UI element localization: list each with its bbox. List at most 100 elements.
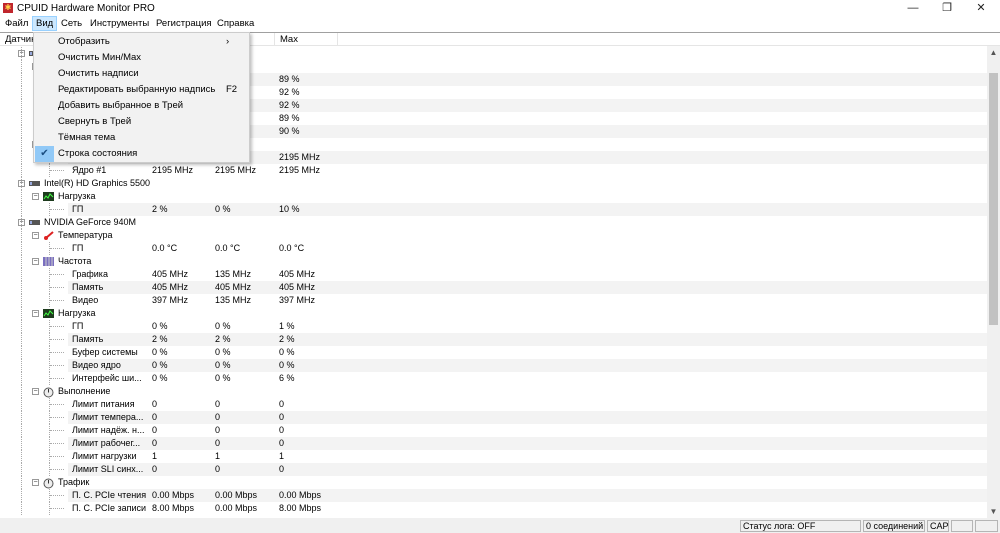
sensor-max: 0 <box>279 438 285 448</box>
sensor-row[interactable]: Лимит SLI синх... 0 0 0 <box>0 463 987 476</box>
tree-line <box>21 307 22 320</box>
sensor-max: 0.0 °C <box>279 243 305 253</box>
view-menu-item[interactable]: Редактировать выбранную надпись F2 <box>34 82 249 98</box>
tree-line <box>21 372 22 385</box>
collapse-icon[interactable]: − <box>32 310 39 317</box>
sensor-max: 0 % <box>279 360 295 370</box>
group-row[interactable]: − Нагрузка <box>0 190 987 203</box>
tree-line <box>49 320 50 333</box>
group-row[interactable]: − Температура <box>0 229 987 242</box>
collapse-icon[interactable]: − <box>32 258 39 265</box>
sensor-row[interactable]: Память 405 MHz 405 MHz 405 MHz <box>0 281 987 294</box>
tree-line <box>49 346 50 359</box>
sensor-label: Лимит надёж. н... <box>72 425 145 435</box>
sensor-row[interactable]: Лимит питания 0 0 0 <box>0 398 987 411</box>
view-menu-item[interactable]: Свернуть в Трей <box>34 114 249 130</box>
menu-item-shortcut: F2 <box>226 84 238 95</box>
sensor-row[interactable]: Лимит нагрузки 1 1 1 <box>0 450 987 463</box>
group-row[interactable]: − Выполнение <box>0 385 987 398</box>
menu-help[interactable]: Справка <box>217 18 255 29</box>
sensor-value: 0 % <box>152 347 168 357</box>
scrollbar-thumb[interactable] <box>989 73 998 325</box>
view-menu-item[interactable]: Очистить Мин/Max <box>34 50 249 66</box>
restore-button[interactable]: ❐ <box>942 2 952 14</box>
sensor-row[interactable]: Видео 397 MHz 135 MHz 397 MHz <box>0 294 987 307</box>
tree-line <box>50 443 64 444</box>
tree-line <box>49 398 50 411</box>
menu-item-shortcut: › <box>226 36 230 47</box>
sensor-row[interactable]: ГП 0.0 °C 0.0 °C 0.0 °C <box>0 242 987 255</box>
tree-line <box>50 417 64 418</box>
sensor-row[interactable]: Графика 405 MHz 135 MHz 405 MHz <box>0 268 987 281</box>
tree-line <box>21 424 22 437</box>
collapse-icon[interactable]: − <box>32 479 39 486</box>
load-icon <box>43 309 54 318</box>
sensor-row[interactable]: ГП 0 % 0 % 1 % <box>0 320 987 333</box>
sensor-min: 0 <box>215 412 221 422</box>
scroll-up-icon[interactable]: ▲ <box>989 48 998 57</box>
tree-line <box>21 463 22 476</box>
tree-line <box>21 242 22 255</box>
menu-view[interactable]: Вид <box>32 16 58 31</box>
sensor-min: 0.00 Mbps <box>215 503 258 513</box>
tree-line <box>21 138 22 151</box>
sensor-max: 0.00 Mbps <box>279 490 322 500</box>
column-min[interactable] <box>211 33 275 46</box>
sensor-value: 1 <box>152 451 158 461</box>
collapse-icon[interactable]: − <box>32 193 39 200</box>
sensor-row[interactable]: Интерфейс ши... 0 % 0 % 6 % <box>0 372 987 385</box>
group-row[interactable]: − Нагрузка <box>0 307 987 320</box>
sensor-min: 0.0 °C <box>215 243 241 253</box>
log-status: Статус лога: OFF <box>740 520 861 532</box>
row-shade <box>68 151 987 164</box>
sensor-max: 89 % <box>279 113 300 123</box>
tree-line <box>50 430 64 431</box>
chip-icon <box>29 179 40 188</box>
view-menu-item[interactable]: ✔ Строка состояния <box>34 146 249 162</box>
sensor-label: ГП <box>72 243 84 253</box>
menu-registration[interactable]: Регистрация <box>156 18 212 29</box>
view-menu-item[interactable]: Тёмная тема <box>34 130 249 146</box>
sensor-value: 0 <box>152 464 158 474</box>
menu-network[interactable]: Сеть <box>61 18 83 29</box>
sensor-row[interactable]: ГП 2 % 0 % 10 % <box>0 203 987 216</box>
sensor-row[interactable]: П. С. PCIe чтения 0.00 Mbps 0.00 Mbps 0.00 … <box>0 489 987 502</box>
close-button[interactable]: ✕ <box>976 2 986 14</box>
view-menu-item[interactable]: Отобразить › <box>34 34 249 50</box>
sensor-row[interactable]: П. С. PCIe записи 8.00 Mbps 0.00 Mbps 8.00 … <box>0 502 987 515</box>
sensor-row[interactable]: Лимит рабочег... 0 0 0 <box>0 437 987 450</box>
sensor-max: 2 % <box>279 334 295 344</box>
sensor-row[interactable]: Буфер системы 0 % 0 % 0 % <box>0 346 987 359</box>
group-row[interactable]: − Трафик <box>0 476 987 489</box>
group-row[interactable]: − Частота <box>0 255 987 268</box>
menu-tools[interactable]: Инструменты <box>90 18 150 29</box>
device-row[interactable]: − NVIDIA GeForce 940M <box>0 216 987 229</box>
tree-line <box>21 359 22 372</box>
collapse-icon[interactable]: − <box>32 232 39 239</box>
sensor-label: NVIDIA GeForce 940M <box>44 217 137 227</box>
column-max[interactable]: Max <box>275 33 338 46</box>
view-menu-item[interactable]: Очистить надписи <box>34 66 249 82</box>
sensor-value: 405 MHz <box>152 282 189 292</box>
sensor-row[interactable]: Лимит надёж. н... 0 0 0 <box>0 424 987 437</box>
sensor-label: Ядро #1 <box>72 165 107 175</box>
vertical-scrollbar[interactable]: ▲ ▼ <box>987 46 1000 518</box>
sensor-row[interactable]: Ядро #1 2195 MHz 2195 MHz 2195 MHz <box>0 164 987 177</box>
title-bar: ✱ CPUID Hardware Monitor PRO — ❐ ✕ <box>0 0 1000 17</box>
minimize-button[interactable]: — <box>907 2 919 14</box>
sensor-row[interactable]: Видео ядро 0 % 0 % 0 % <box>0 359 987 372</box>
view-menu-item[interactable]: Добавить выбранное в Трей <box>34 98 249 114</box>
collapse-icon[interactable]: − <box>32 388 39 395</box>
menu-file[interactable]: Файл <box>5 18 29 29</box>
sensor-label: Память <box>72 282 104 292</box>
sensor-row[interactable]: Лимит темпера... 0 0 0 <box>0 411 987 424</box>
thermometer-icon <box>43 231 54 240</box>
scroll-down-icon[interactable]: ▼ <box>989 507 998 516</box>
sensor-row[interactable]: Память 2 % 2 % 2 % <box>0 333 987 346</box>
menu-item-label: Строка состояния <box>58 148 138 159</box>
chip-icon <box>29 218 40 227</box>
device-row[interactable]: − Intel(R) HD Graphics 5500 <box>0 177 987 190</box>
sensor-label: П. С. PCIe чтения <box>72 490 147 500</box>
tree-line <box>50 469 64 470</box>
